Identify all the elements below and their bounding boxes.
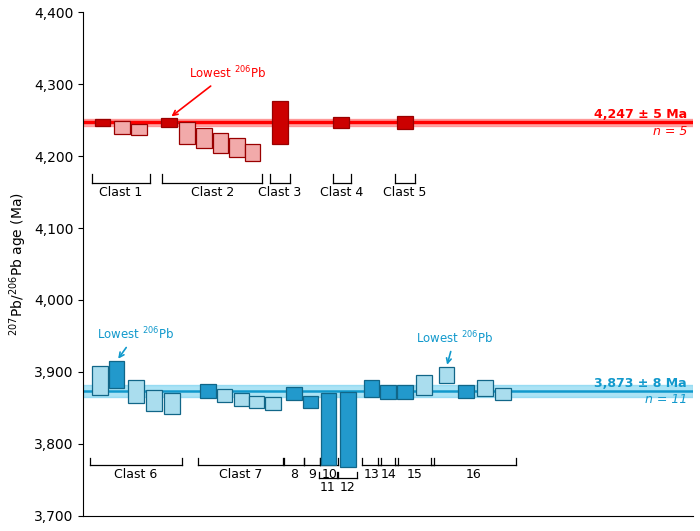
Text: Clast 4: Clast 4 (320, 186, 363, 199)
Text: 10: 10 (321, 468, 337, 481)
Bar (146, 390, 162, 412)
Bar (477, 380, 493, 396)
Bar (83, 386, 693, 397)
Text: Clast 1: Clast 1 (99, 186, 142, 199)
Text: 12: 12 (340, 481, 356, 494)
Text: Clast 2: Clast 2 (190, 186, 234, 199)
Text: 13: 13 (364, 468, 379, 481)
Bar (321, 393, 337, 465)
Text: n = 11: n = 11 (645, 393, 687, 406)
Bar (458, 385, 474, 398)
Text: Clast 6: Clast 6 (114, 468, 158, 481)
Bar (333, 117, 349, 128)
Bar (128, 380, 144, 404)
Y-axis label: $^{207}$Pb/$^{206}$Pb age (Ma): $^{207}$Pb/$^{206}$Pb age (Ma) (7, 192, 29, 336)
Bar (286, 387, 302, 400)
Bar (244, 144, 260, 161)
Text: Clast 3: Clast 3 (258, 186, 302, 199)
Bar (179, 123, 195, 144)
Bar (213, 133, 228, 153)
Text: Lowest $^{206}$Pb: Lowest $^{206}$Pb (416, 329, 493, 363)
Text: Clast 7: Clast 7 (219, 468, 262, 481)
Bar (217, 389, 232, 402)
Bar (196, 128, 211, 148)
Bar (164, 392, 180, 414)
Bar (131, 124, 146, 135)
Text: Clast 5: Clast 5 (383, 186, 426, 199)
Bar (83, 119, 693, 126)
Bar (496, 388, 511, 400)
Bar (364, 380, 379, 397)
Text: 3,873 ± 8 Ma: 3,873 ± 8 Ma (594, 377, 687, 390)
Text: Lowest $^{206}$Pb: Lowest $^{206}$Pb (173, 65, 266, 115)
Text: 16: 16 (466, 468, 482, 481)
Bar (162, 118, 177, 127)
Text: n = 5: n = 5 (652, 125, 687, 138)
Text: 11: 11 (320, 481, 336, 494)
Bar (265, 397, 281, 410)
Bar (397, 116, 412, 129)
Text: 15: 15 (407, 468, 423, 481)
Text: 4,247 ± 5 Ma: 4,247 ± 5 Ma (594, 108, 687, 121)
Bar (248, 396, 265, 408)
Bar (200, 384, 216, 398)
Bar (234, 392, 249, 406)
Text: 9: 9 (308, 468, 316, 481)
Bar (95, 119, 111, 126)
Text: 14: 14 (380, 468, 396, 481)
Bar (380, 385, 396, 399)
Text: Lowest $^{206}$Pb: Lowest $^{206}$Pb (97, 326, 174, 357)
Bar (397, 385, 412, 399)
Bar (114, 121, 130, 134)
Bar (303, 396, 319, 408)
Bar (272, 101, 288, 144)
Bar (416, 375, 432, 395)
Bar (439, 367, 454, 383)
Bar (92, 366, 108, 395)
Bar (230, 138, 245, 157)
Text: 8: 8 (290, 468, 298, 481)
Bar (340, 392, 356, 467)
Bar (108, 361, 125, 388)
